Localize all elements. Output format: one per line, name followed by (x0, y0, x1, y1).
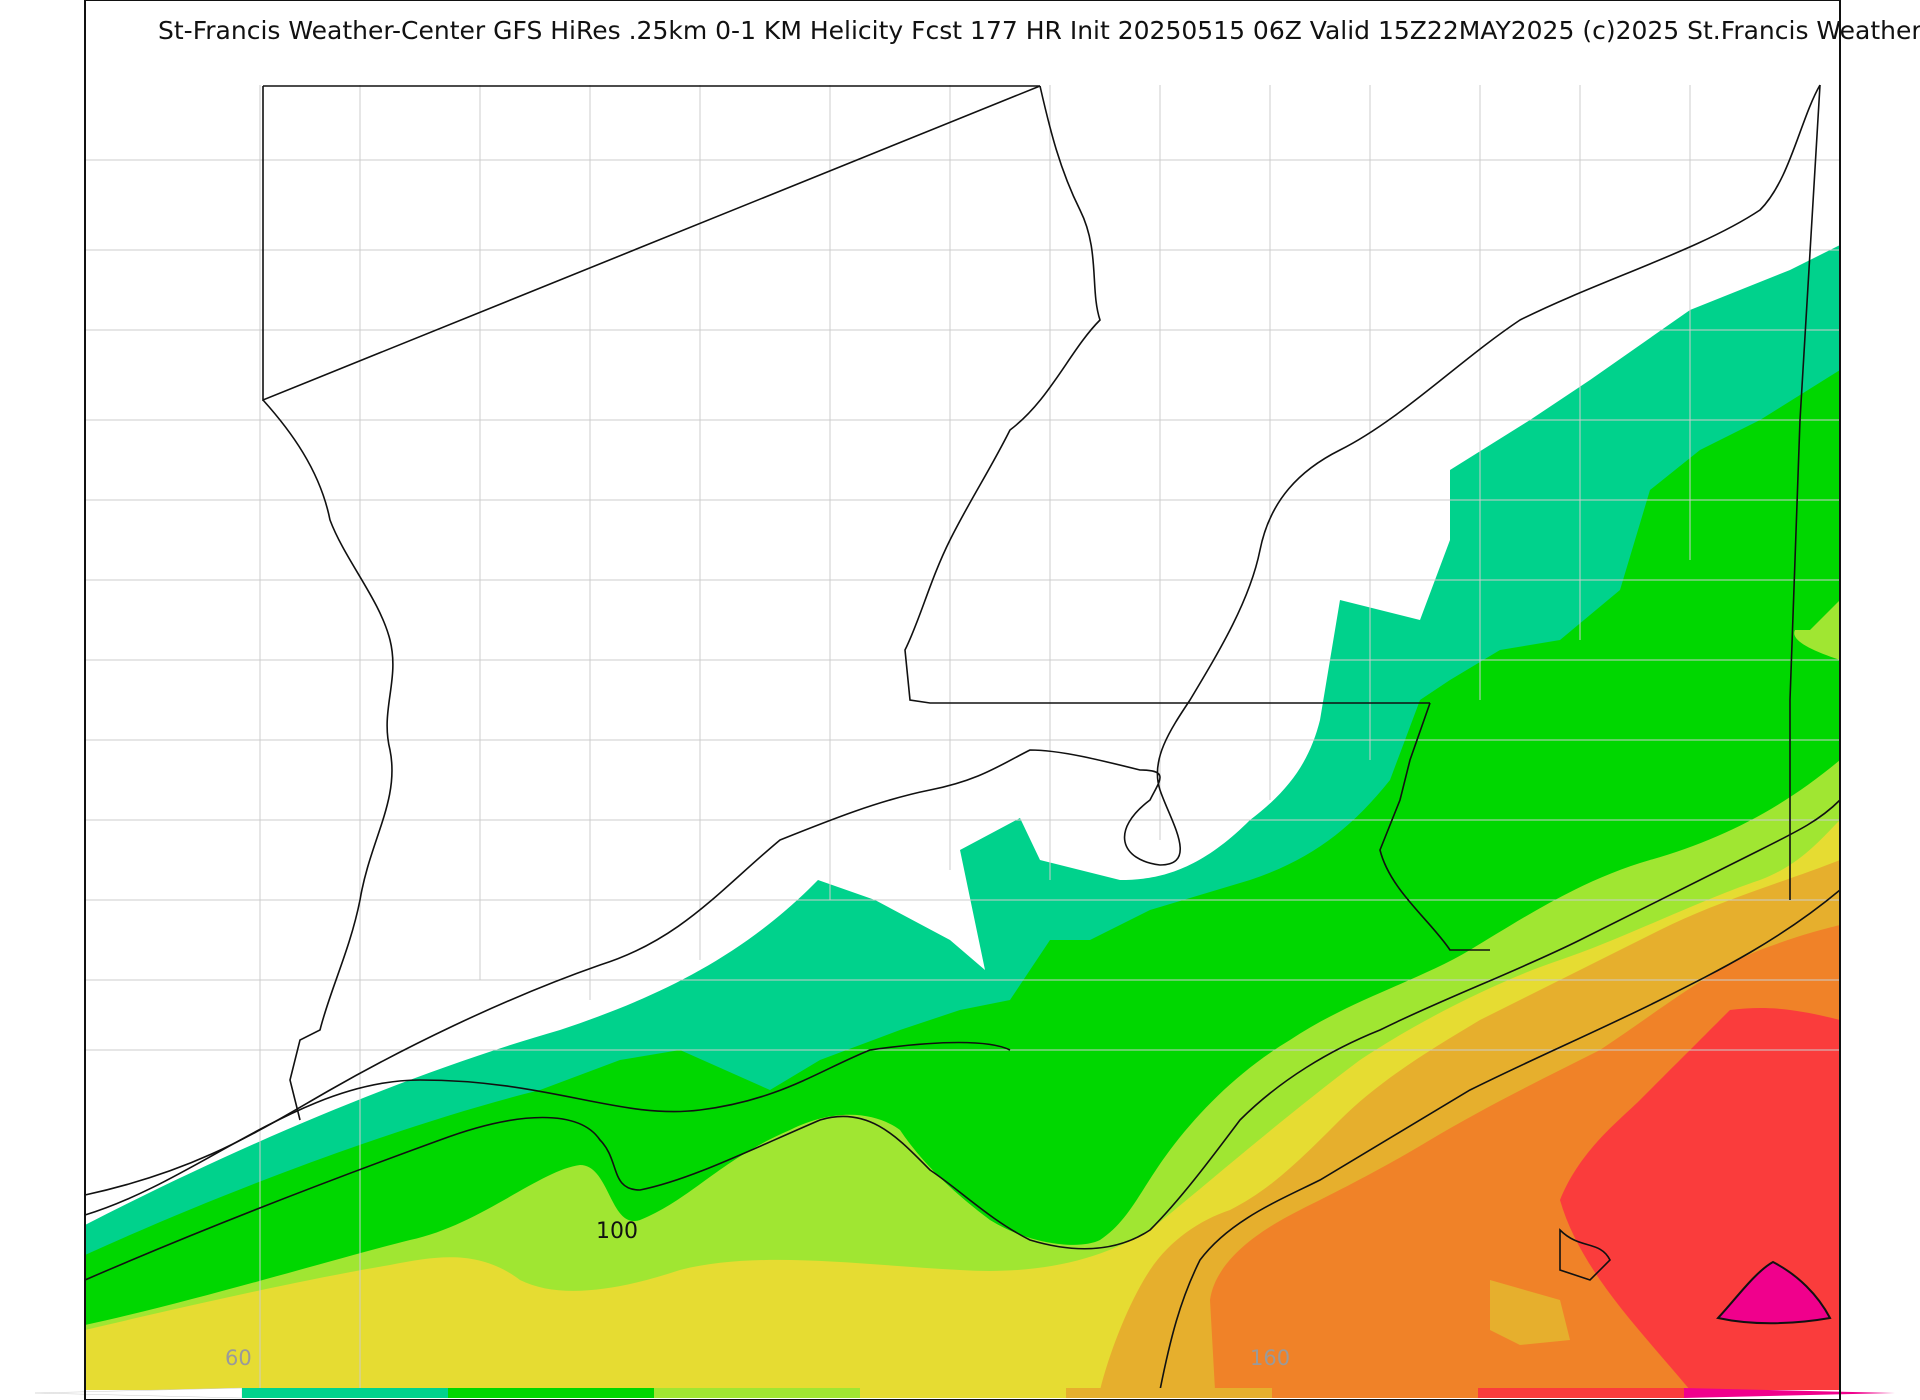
colorbar-seg-lime (654, 1388, 860, 1398)
colorbar-seg-teal (242, 1388, 448, 1398)
colorbar (34, 1387, 1895, 1399)
colorbar-right-arrow (1684, 1388, 1895, 1398)
contour-label-100: 100 (596, 1219, 638, 1244)
fill-magenta (1716, 1260, 1832, 1325)
colorbar-tick-60: 60 (225, 1346, 252, 1370)
county-lines (85, 85, 1840, 1390)
colorbar-seg-orange (1272, 1388, 1478, 1398)
state-boundaries (84, 84, 1841, 1391)
helicity-fill-layer (85, 245, 1840, 1390)
fill-gold-patch (1490, 1280, 1570, 1345)
colorbar-seg-red (1478, 1388, 1684, 1398)
colorbar-seg-yellow (860, 1388, 1066, 1398)
map-frame (84, 0, 1841, 1400)
map-title: St-Francis Weather-Center GFS HiRes .25k… (158, 16, 1920, 45)
colorbar-seg-gold (1066, 1388, 1272, 1398)
colorbar-tick-160: 160 (1250, 1346, 1291, 1370)
fill-lime-patch (1794, 600, 1840, 660)
colorbar-seg-green (448, 1388, 654, 1398)
